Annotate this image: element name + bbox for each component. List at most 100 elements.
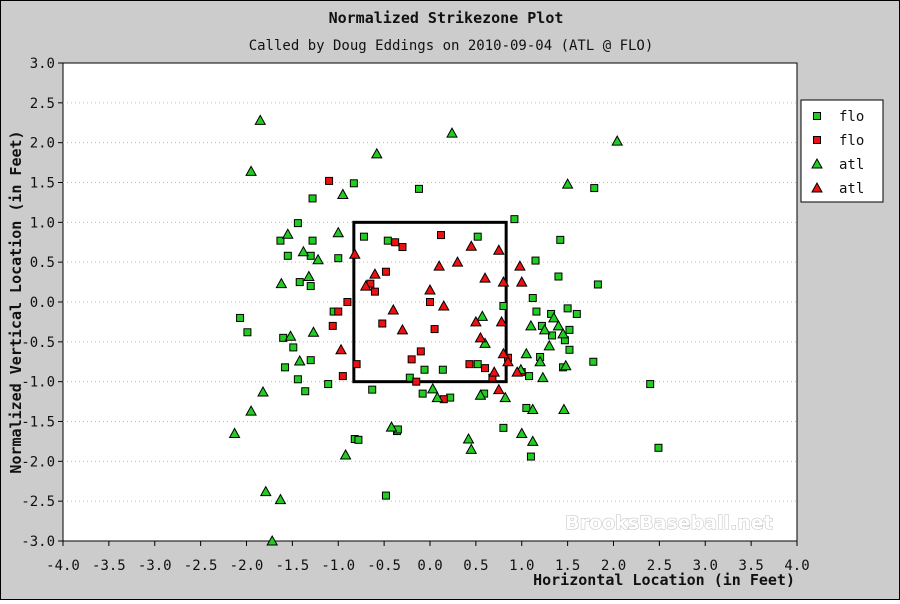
data-point: [526, 403, 539, 415]
data-point: [420, 365, 429, 374]
data-point: [343, 298, 352, 306]
series-atl-3: [335, 240, 528, 395]
data-point: [424, 284, 436, 295]
data-point: [228, 427, 241, 438]
data-point: [430, 325, 439, 334]
data-point: [274, 493, 287, 505]
data-point: [465, 443, 478, 454]
data-point: [381, 491, 390, 500]
x-tick-label: 0.5: [463, 558, 488, 574]
data-point: [412, 377, 421, 386]
data-point: [526, 452, 535, 461]
data-point: [474, 389, 487, 400]
x-tick-label: -0.5: [367, 558, 401, 574]
data-point: [426, 298, 434, 306]
data-point: [387, 303, 400, 315]
data-point: [451, 256, 464, 267]
data-point: [514, 260, 526, 271]
data-point: [370, 147, 383, 159]
data-point: [418, 389, 427, 398]
data-point: [245, 165, 257, 176]
data-point: [537, 371, 549, 383]
data-point: [552, 319, 565, 331]
data-point: [324, 380, 333, 389]
x-tick-label: 1.0: [509, 558, 534, 574]
legend-marker: [813, 136, 821, 144]
data-point: [396, 323, 409, 335]
data-point: [414, 184, 423, 193]
data-point: [465, 240, 478, 251]
data-point: [611, 135, 624, 146]
data-point: [312, 253, 324, 265]
data-point: [515, 427, 528, 438]
data-point: [492, 383, 505, 395]
data-point: [348, 248, 361, 259]
data-point: [473, 360, 482, 369]
data-point: [369, 268, 381, 279]
x-tick-label: 4.0: [784, 558, 809, 574]
data-point: [433, 260, 446, 271]
y-tick-label: 1.5: [30, 176, 55, 192]
data-point: [438, 365, 447, 374]
data-point: [338, 372, 347, 381]
data-point: [354, 435, 363, 444]
data-point: [473, 232, 482, 241]
data-point: [293, 354, 306, 366]
data-point: [543, 339, 556, 351]
data-point: [336, 188, 349, 199]
y-tick-label: 0.5: [30, 255, 55, 271]
y-tick-label: 2.5: [30, 96, 55, 112]
data-point: [654, 443, 663, 452]
data-point: [295, 278, 304, 287]
y-tick-label: -3.0: [21, 534, 55, 550]
series-flo-1: [325, 176, 526, 404]
data-point: [526, 435, 539, 446]
data-point: [589, 357, 598, 366]
data-point: [281, 363, 290, 372]
x-tick-label: 1.5: [555, 558, 580, 574]
data-point: [557, 327, 569, 339]
data-point: [368, 385, 377, 394]
data-point: [289, 343, 298, 352]
x-tick-label: 2.0: [601, 558, 626, 574]
data-point: [572, 309, 581, 318]
x-tick-label: 3.0: [693, 558, 718, 574]
data-point: [306, 356, 315, 365]
data-point: [499, 423, 508, 432]
data-point: [307, 326, 320, 337]
data-point: [554, 272, 563, 281]
chart-subtitle: Called by Doug Eddings on 2010-09-04 (AT…: [249, 38, 654, 54]
data-points: [228, 114, 663, 546]
data-point: [548, 331, 557, 340]
data-point: [474, 331, 487, 343]
data-point: [528, 294, 537, 303]
data-point: [525, 319, 537, 331]
data-point: [593, 280, 602, 289]
legend-label: flo: [839, 109, 864, 125]
data-point: [470, 315, 482, 327]
data-point: [534, 355, 546, 367]
data-point: [531, 256, 540, 265]
data-point: [416, 347, 425, 356]
x-tick-label: -3.5: [92, 558, 126, 574]
data-point: [488, 366, 501, 377]
data-point: [515, 276, 528, 287]
chart-title: Normalized Strikezone Plot: [329, 9, 564, 27]
legend-marker: [811, 181, 823, 193]
data-point: [558, 403, 570, 415]
data-point: [301, 387, 310, 396]
data-point: [293, 219, 302, 228]
data-point: [437, 231, 446, 240]
data-point: [293, 375, 302, 384]
data-point: [479, 337, 491, 348]
x-tick-label: -4.0: [46, 558, 80, 574]
legend-marker: [811, 157, 823, 169]
data-point: [385, 421, 398, 432]
data-point: [370, 287, 379, 296]
data-point: [334, 307, 343, 316]
data-point: [563, 304, 572, 313]
x-axis-label: Horizontal Location (in Feet): [533, 571, 795, 589]
data-point: [308, 194, 317, 203]
